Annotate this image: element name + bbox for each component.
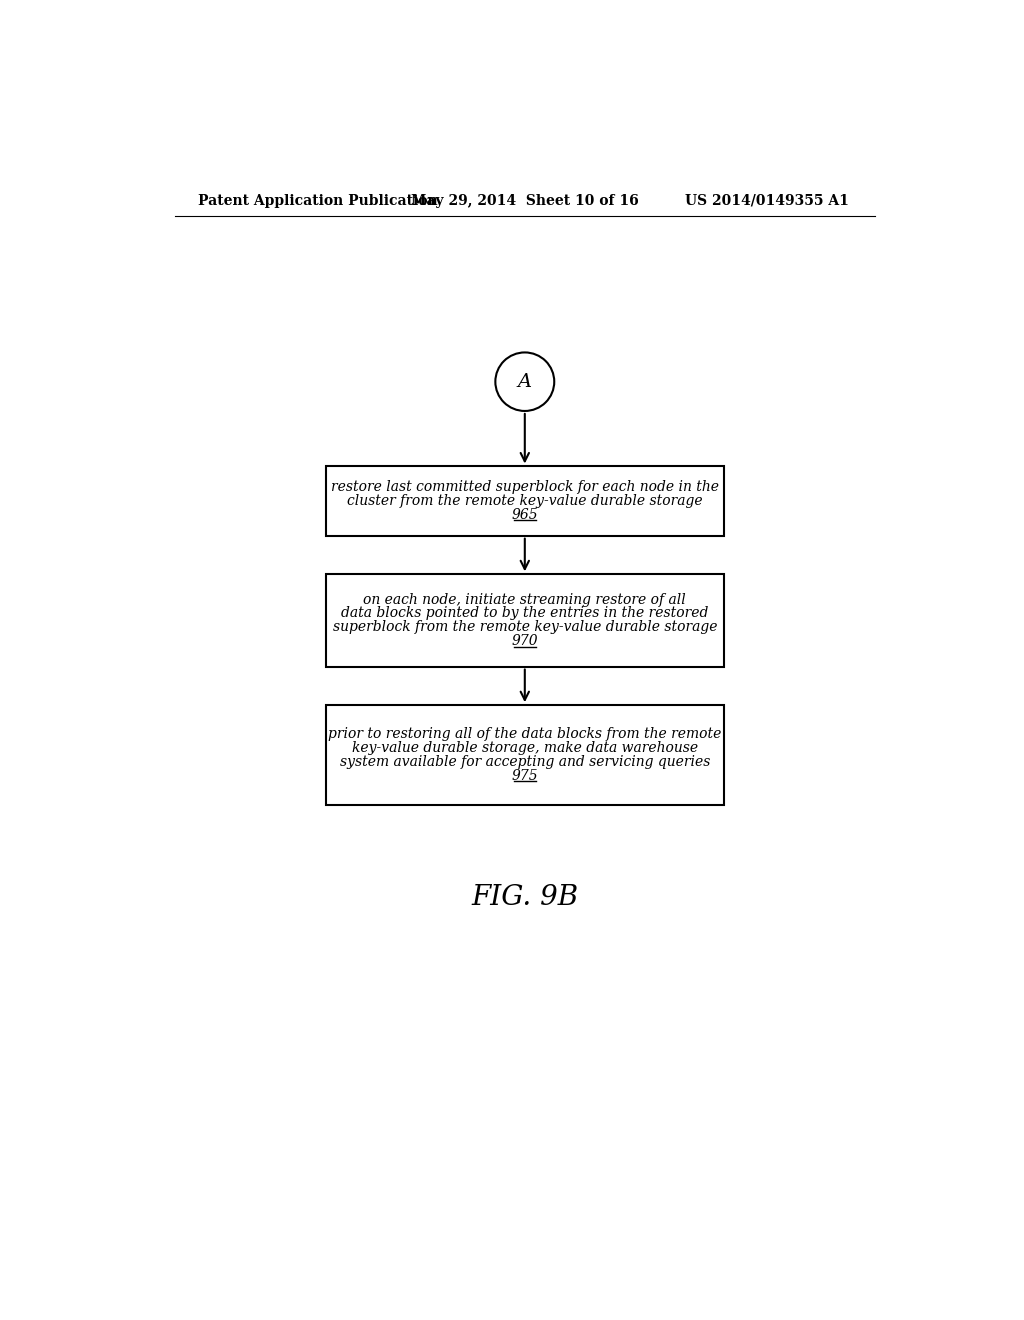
- Text: restore last committed superblock for each node in the: restore last committed superblock for ea…: [331, 480, 719, 494]
- Text: cluster from the remote key-value durable storage: cluster from the remote key-value durabl…: [347, 494, 702, 508]
- FancyBboxPatch shape: [326, 574, 724, 667]
- Text: superblock from the remote key-value durable storage: superblock from the remote key-value dur…: [333, 620, 717, 635]
- FancyBboxPatch shape: [326, 466, 724, 536]
- Text: data blocks pointed to by the entries in the restored: data blocks pointed to by the entries in…: [341, 606, 709, 620]
- Text: US 2014/0149355 A1: US 2014/0149355 A1: [685, 194, 849, 207]
- Text: prior to restoring all of the data blocks from the remote: prior to restoring all of the data block…: [328, 727, 722, 742]
- Text: on each node, initiate streaming restore of all: on each node, initiate streaming restore…: [364, 593, 686, 607]
- Text: 965: 965: [511, 508, 539, 521]
- Text: A: A: [518, 372, 531, 391]
- Text: May 29, 2014  Sheet 10 of 16: May 29, 2014 Sheet 10 of 16: [411, 194, 639, 207]
- Text: Patent Application Publication: Patent Application Publication: [198, 194, 437, 207]
- Text: system available for accepting and servicing queries: system available for accepting and servi…: [340, 755, 710, 770]
- Text: FIG. 9B: FIG. 9B: [471, 884, 579, 911]
- Text: 970: 970: [511, 634, 539, 648]
- Text: 975: 975: [511, 770, 539, 783]
- Text: key-value durable storage, make data warehouse: key-value durable storage, make data war…: [351, 742, 698, 755]
- FancyBboxPatch shape: [326, 705, 724, 805]
